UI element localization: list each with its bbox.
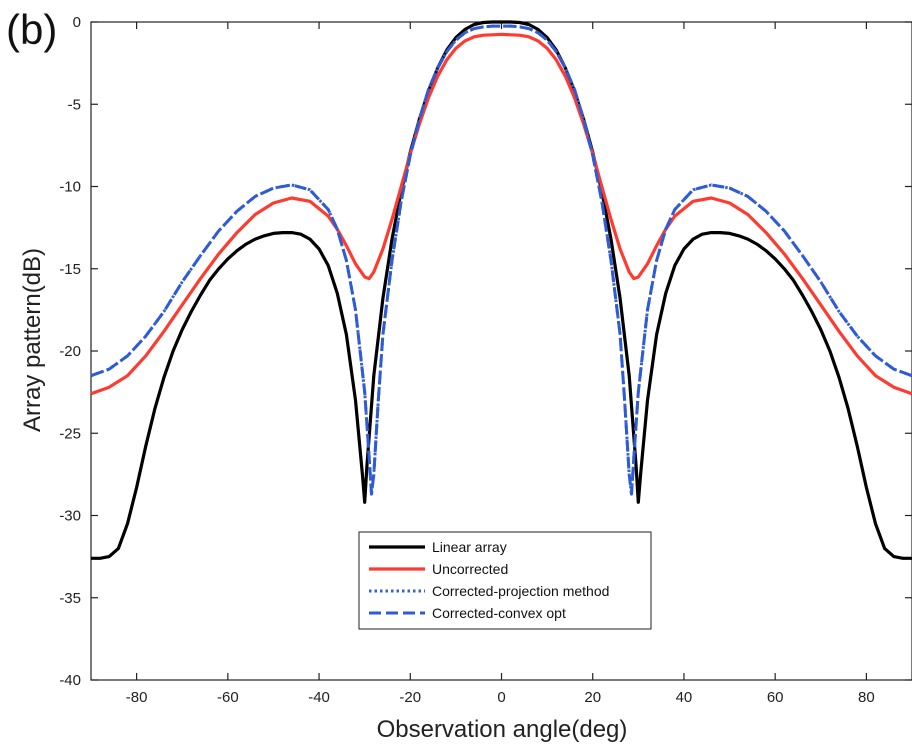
y-tick-label: -25 [59,425,81,442]
y-tick-label: -20 [59,343,81,360]
x-tick-label: 0 [497,689,505,706]
x-axis-label: Observation angle(deg) [377,716,628,743]
y-tick-label: -35 [59,590,81,607]
series-lines [90,20,912,560]
axes: -80 -60 -40 -20 0 20 40 60 80 0 -5 -10 -15 -20 -25 -30 -… [59,14,912,706]
y-axis-label: Array pattern(dB) [19,248,46,432]
panel-label: (b) [6,6,58,53]
y-tick-label: -5 [68,96,81,113]
y-tick-label: 0 [73,14,81,31]
legend-label: Corrected-convex opt [432,605,566,621]
x-tick-label: 60 [767,689,784,706]
x-tick-label: -20 [399,689,421,706]
y-tick-label: -40 [59,672,81,689]
legend: Linear array Uncorrected Corrected-project… [358,531,652,630]
legend-label: Uncorrected [432,561,508,577]
series-line-0 [91,20,912,560]
legend-label: Corrected-projection method [432,583,609,599]
x-tick-label: 80 [858,689,875,706]
x-tick-label: -60 [217,689,239,706]
x-tick-label: 40 [676,689,693,706]
x-tick-label: -40 [308,689,330,706]
x-tick-label: -80 [126,689,148,706]
x-tick-label: 20 [584,689,601,706]
y-tick-label: -30 [59,508,81,525]
series-line-3 [90,24,912,496]
y-tick-label: -10 [59,179,81,196]
legend-label: Linear array [432,539,507,555]
series-line-1 [90,32,912,396]
y-tick-label: -15 [59,261,81,278]
